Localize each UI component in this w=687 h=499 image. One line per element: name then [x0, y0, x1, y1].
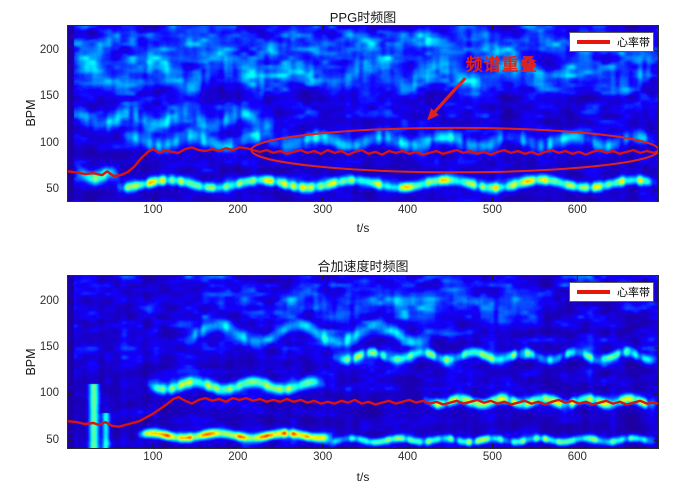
x-tick-label: 100 — [143, 451, 163, 463]
plot-area: 心率带 — [67, 275, 659, 449]
y-tick-label: 50 — [46, 182, 59, 195]
x-tick-label: 300 — [313, 451, 333, 463]
legend: 心率带 — [569, 282, 654, 302]
annotation-arrow-head — [427, 108, 439, 121]
x-axis-label: t/s — [356, 470, 370, 484]
chart-title: 合加速度时频图 — [317, 259, 409, 274]
x-axis-label: t/s — [356, 221, 370, 235]
x-tick-label: 500 — [482, 451, 503, 463]
legend-label: 心率带 — [617, 37, 650, 49]
y-tick-label: 150 — [39, 341, 59, 354]
legend-line-sample — [577, 290, 610, 294]
x-tick-label: 200 — [228, 451, 248, 463]
legend: 心率带 — [569, 32, 654, 52]
x-tick-label: 200 — [228, 204, 248, 216]
overlap-ellipse-annotation — [250, 126, 658, 174]
x-tick-label: 100 — [143, 204, 163, 216]
x-tick-label: 400 — [397, 451, 418, 463]
heart-rate-line — [68, 146, 658, 178]
spectrogram-canvas — [68, 276, 658, 448]
annotation-arrow-shaft — [431, 76, 467, 116]
plot-overlay — [68, 276, 658, 448]
x-tick-label: 500 — [482, 204, 503, 216]
y-tick-label: 100 — [39, 136, 59, 149]
y-tick-label: 100 — [39, 387, 59, 400]
plot-overlay — [68, 26, 658, 201]
x-tick-label: 600 — [567, 204, 587, 216]
spectrogram-canvas — [68, 26, 658, 201]
x-tick-label: 300 — [313, 204, 333, 216]
heart-rate-line — [68, 395, 658, 428]
y-tick-label: 150 — [39, 90, 59, 103]
y-tick-label: 50 — [46, 433, 59, 446]
legend-line-sample — [577, 40, 610, 44]
x-tick-label: 600 — [567, 451, 587, 463]
legend-label: 心率带 — [617, 287, 650, 299]
y-tick-label: 200 — [39, 44, 59, 56]
annotation-spectrum-overlap: 频谱重叠 — [465, 55, 538, 75]
y-tick-label: 200 — [39, 294, 59, 307]
plot-area: 频谱重叠 心率带 — [67, 25, 659, 202]
chart-title: PPG时频图 — [329, 10, 397, 25]
x-tick-label: 400 — [397, 204, 418, 216]
